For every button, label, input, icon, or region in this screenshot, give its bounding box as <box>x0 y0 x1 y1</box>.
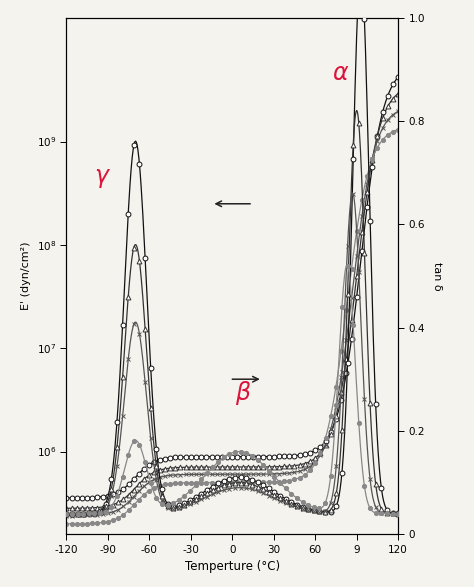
Text: $\alpha$: $\alpha$ <box>332 60 349 85</box>
Text: $\beta$: $\beta$ <box>235 379 251 407</box>
Y-axis label: tan δ: tan δ <box>432 262 442 290</box>
X-axis label: Temperture (°C): Temperture (°C) <box>185 560 280 573</box>
Y-axis label: E' (dyn/cm²): E' (dyn/cm²) <box>21 242 31 310</box>
Text: $\gamma$: $\gamma$ <box>94 166 111 190</box>
